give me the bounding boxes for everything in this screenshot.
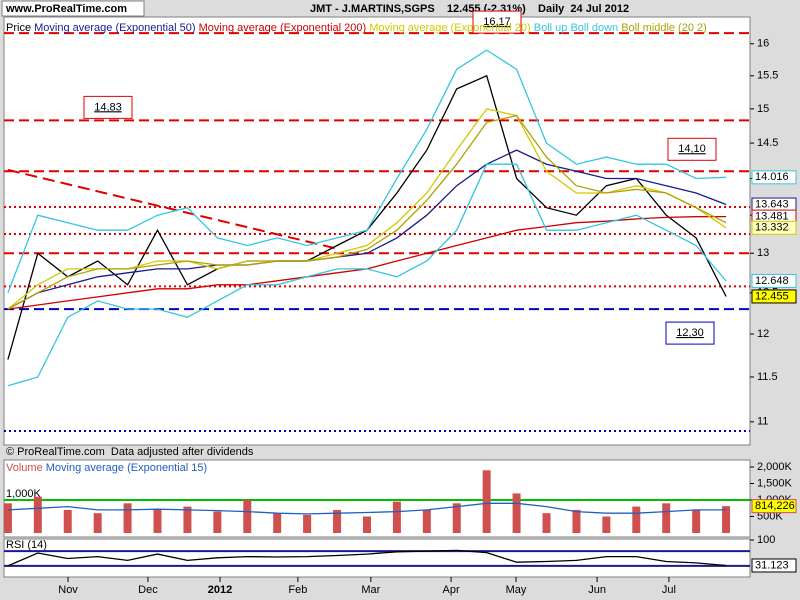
level-label-box xyxy=(83,95,133,119)
volume-bar xyxy=(183,506,192,533)
series-line xyxy=(7,114,727,310)
volume-bar xyxy=(63,509,72,533)
volume-bar xyxy=(422,509,431,533)
logo: www.ProRealTime.com xyxy=(5,3,127,15)
volume-bar xyxy=(542,513,551,533)
y-tick-label: 15.5 xyxy=(757,70,778,82)
note: © ProRealTime.com Data adjusted after di… xyxy=(6,446,254,458)
level-label: 14,83 xyxy=(94,101,122,113)
legend-entry: Boll down xyxy=(570,22,618,34)
series-line xyxy=(7,502,727,515)
last-value-box xyxy=(751,170,797,185)
level-label: 16,17 xyxy=(483,16,511,28)
last-value: 31.123 xyxy=(755,559,789,571)
volume-bar xyxy=(692,509,701,533)
legend-entry: Moving average (Exponential 15) xyxy=(46,462,207,474)
trendline xyxy=(7,168,341,251)
panel-title: RSI (14) xyxy=(6,539,47,551)
y-tick-label: 2,000K xyxy=(757,461,793,473)
last-value-box xyxy=(751,289,797,304)
legend-entry: Volume xyxy=(6,462,43,474)
volume-bar xyxy=(3,503,12,533)
legend-entry: Price xyxy=(6,22,31,34)
volume-bar xyxy=(602,516,611,533)
x-tick-label: Dec xyxy=(138,584,158,596)
volume-bar xyxy=(392,501,401,533)
y-tick-label: 100 xyxy=(757,534,775,546)
y-tick-label: 16 xyxy=(757,38,769,50)
x-tick-label: Jun xyxy=(588,584,606,596)
last-value: 13.481 xyxy=(755,211,789,223)
y-tick-label: 13 xyxy=(757,247,769,259)
y-tick-label: 11.5 xyxy=(757,371,778,383)
y-tick-label: 14.5 xyxy=(757,137,778,149)
volume-bar xyxy=(362,516,371,533)
y-tick-label: 11 xyxy=(757,416,768,428)
last-value-box xyxy=(751,220,797,235)
volume-bar xyxy=(93,513,102,533)
volume-bar xyxy=(482,470,491,533)
volume-bar xyxy=(722,506,731,533)
y-tick-label: 1,500K xyxy=(757,477,793,489)
volume-bar xyxy=(662,503,671,533)
last-value: 12.455 xyxy=(755,290,789,302)
legend-gap xyxy=(207,462,210,474)
x-tick-label: Apr xyxy=(442,584,459,596)
volume-bar xyxy=(33,496,42,533)
x-tick-label: Jul xyxy=(662,584,676,596)
legend: Volume Moving average (Exponential 15) xyxy=(6,462,210,474)
level-label-box xyxy=(472,10,522,34)
volume-bar xyxy=(452,503,461,533)
level-label: 1,000K xyxy=(6,488,42,500)
volume-bar xyxy=(243,500,252,533)
y-tick-label: 15 xyxy=(757,103,769,115)
last-value: 814,226 xyxy=(755,500,795,512)
volume-bar xyxy=(213,511,222,533)
x-tick-label: Nov xyxy=(58,584,78,596)
last-value: 13.643 xyxy=(755,198,789,210)
x-tick-label: Mar xyxy=(361,584,380,596)
legend-entry: Moving average (Exponential 50) xyxy=(34,22,195,34)
series-line xyxy=(7,163,727,387)
legend-entry: Moving average (Exponential 200) xyxy=(199,22,367,34)
legend-entry: Moving average (Exponential 20) xyxy=(369,22,530,34)
volume-bar xyxy=(632,506,641,533)
x-tick-label: 2012 xyxy=(208,584,232,596)
chart-title: JMT - J.MARTINS,SGPS 12.455 (-2.31%) Dai… xyxy=(310,3,629,15)
price-panel xyxy=(3,16,751,446)
volume-bar xyxy=(333,509,342,533)
y-tick-label: 12 xyxy=(757,328,769,340)
x-tick-label: Feb xyxy=(288,584,307,596)
series-line xyxy=(7,549,727,567)
logo-box xyxy=(1,0,145,17)
volume-bar xyxy=(303,514,312,533)
last-value-box xyxy=(751,558,797,573)
y-tick-label: 500K xyxy=(757,510,783,522)
volume-bar xyxy=(273,513,282,533)
volume-bar xyxy=(153,509,162,533)
legend-gap xyxy=(707,22,710,34)
legend-entry: Boll up xyxy=(534,22,568,34)
volume-bar xyxy=(572,509,581,533)
x-tick-label: May xyxy=(506,584,527,596)
legend: Price Moving average (Exponential 50) Mo… xyxy=(6,22,710,34)
rsi-panel xyxy=(3,538,751,578)
level-label: 14,10 xyxy=(678,143,706,155)
last-value: 12.648 xyxy=(755,275,789,287)
level-label: 12,30 xyxy=(676,327,704,339)
last-value-box xyxy=(751,273,797,288)
last-value-box xyxy=(751,499,797,514)
last-value: 13.332 xyxy=(755,222,789,234)
legend-entry: Boll middle (20 2) xyxy=(621,22,707,34)
last-value: 14.016 xyxy=(755,171,789,183)
level-label-box xyxy=(667,137,717,161)
series-line xyxy=(7,149,727,310)
volume-bar xyxy=(512,493,521,533)
series-line xyxy=(7,49,727,294)
volume-bar xyxy=(123,503,132,533)
level-label-box xyxy=(665,321,715,345)
